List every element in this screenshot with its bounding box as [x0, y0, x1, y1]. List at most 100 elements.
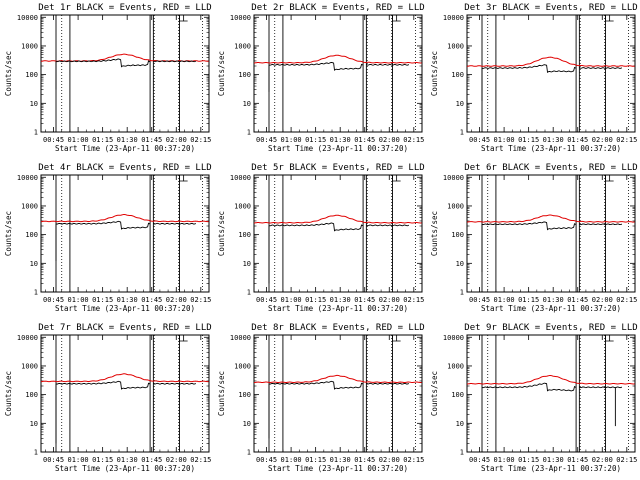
flag-mark — [183, 15, 188, 22]
plot-frame — [466, 14, 636, 133]
x-tick-label: 02:15 — [616, 456, 637, 464]
x-tick-label: 02:15 — [403, 136, 424, 144]
x-tick-label: 00:45 — [469, 456, 490, 464]
panel-4: Det 4r BLACK = Events, RED = LLD 1 10 100 10… — [4, 163, 212, 313]
series-line-events-1 — [268, 61, 364, 71]
x-tick-label: 01:30 — [117, 136, 138, 144]
x-tick-label: 01:15 — [305, 136, 326, 144]
y-tick-label: 10 — [456, 100, 464, 108]
series-line-events-2 — [153, 222, 197, 225]
x-tick-label: 02:00 — [379, 136, 400, 144]
y-tick-label: 100 — [25, 391, 38, 399]
y-tick-label: 100 — [451, 231, 464, 239]
panel-title: Det 4r BLACK = Events, RED = LLD — [38, 163, 211, 173]
y-tick-label: 1000 — [234, 42, 251, 50]
y-axis-label: Counts/sec — [4, 371, 13, 416]
x-tick-label: 01:15 — [518, 136, 539, 144]
panel-title: Det 5r BLACK = Events, RED = LLD — [251, 163, 424, 173]
series-line-events-2 — [153, 60, 197, 63]
y-tick-label: 1 — [247, 129, 251, 137]
series-line-events-1 — [268, 222, 364, 232]
x-axis-label: Start Time (23-Apr-11 00:37:20) — [55, 304, 195, 313]
x-tick-label: 01:00 — [68, 456, 89, 464]
y-tick-label: 100 — [25, 231, 38, 239]
x-tick-label: 01:00 — [281, 456, 302, 464]
panel-title: Det 1r BLACK = Events, RED = LLD — [38, 3, 211, 13]
series-line-events-2 — [153, 382, 197, 385]
x-axis-label: Start Time (23-Apr-11 00:37:20) — [55, 464, 195, 473]
flag-mark — [392, 175, 397, 182]
y-axis-label: Counts/sec — [430, 51, 439, 96]
panel-title: Det 6r BLACK = Events, RED = LLD — [464, 163, 637, 173]
x-tick-label: 01:30 — [330, 456, 351, 464]
flag-mark — [183, 175, 188, 182]
y-axis-label: Counts/sec — [430, 371, 439, 416]
x-tick-label: 01:00 — [281, 296, 302, 304]
x-tick-label: 00:45 — [469, 296, 490, 304]
y-tick-label: 100 — [238, 71, 251, 79]
x-tick-label: 00:45 — [256, 136, 277, 144]
x-tick-label: 01:30 — [330, 296, 351, 304]
y-tick-label: 100 — [451, 391, 464, 399]
panel-3: Det 3r BLACK = Events, RED = LLD 1 10 100 10… — [430, 3, 638, 153]
x-tick-label: 02:15 — [403, 296, 424, 304]
y-tick-label: 10 — [456, 420, 464, 428]
x-axis-label: Start Time (23-Apr-11 00:37:20) — [481, 464, 621, 473]
y-tick-label: 10000 — [230, 14, 251, 22]
x-tick-label: 01:45 — [354, 296, 375, 304]
panel-title: Det 3r BLACK = Events, RED = LLD — [464, 3, 637, 13]
series-line-lld — [254, 214, 422, 224]
x-tick-label: 01:00 — [68, 296, 89, 304]
x-tick-label: 01:30 — [543, 456, 564, 464]
x-tick-label: 00:45 — [43, 136, 64, 144]
y-axis-label: Counts/sec — [4, 51, 13, 96]
y-tick-label: 10000 — [230, 174, 251, 182]
x-tick-label: 01:30 — [543, 296, 564, 304]
y-tick-label: 1000 — [21, 202, 38, 210]
series-line-events-2 — [366, 224, 410, 227]
y-tick-label: 10000 — [230, 334, 251, 342]
series-line-lld — [41, 53, 209, 62]
y-axis-label: Counts/sec — [217, 211, 226, 256]
x-tick-label: 01:00 — [494, 296, 515, 304]
x-tick-label: 01:45 — [141, 136, 162, 144]
series-line-events-1 — [481, 64, 577, 74]
x-axis-label: Start Time (23-Apr-11 00:37:20) — [268, 464, 408, 473]
x-tick-label: 00:45 — [43, 296, 64, 304]
plot-frame — [466, 174, 636, 293]
x-tick-label: 01:15 — [518, 296, 539, 304]
plot-frame — [466, 334, 636, 453]
series-line-lld — [466, 214, 635, 223]
x-tick-label: 01:00 — [68, 136, 89, 144]
y-tick-label: 10 — [456, 260, 464, 268]
series-line-events-1 — [481, 221, 577, 231]
flag-mark — [605, 175, 610, 182]
flag-mark — [396, 15, 401, 22]
series-line-events-1 — [55, 220, 151, 230]
y-tick-label: 1 — [247, 289, 251, 297]
y-tick-label: 1000 — [447, 362, 464, 370]
panel-9: Det 9r BLACK = Events, RED = LLD 1 10 100 10… — [430, 323, 638, 473]
y-tick-label: 10000 — [443, 334, 464, 342]
y-tick-label: 1000 — [21, 362, 38, 370]
flag-mark — [392, 15, 397, 22]
series-line-events-1 — [55, 380, 151, 390]
y-tick-label: 10 — [243, 100, 251, 108]
y-tick-label: 1000 — [21, 42, 38, 50]
y-tick-label: 1 — [34, 289, 38, 297]
plot-frame — [40, 334, 210, 453]
y-tick-label: 1 — [247, 449, 251, 457]
x-tick-label: 01:30 — [117, 456, 138, 464]
y-tick-label: 100 — [238, 391, 251, 399]
flag-mark — [392, 335, 397, 342]
panel-title: Det 8r BLACK = Events, RED = LLD — [251, 323, 424, 333]
y-tick-label: 1 — [34, 129, 38, 137]
x-tick-label: 01:00 — [281, 136, 302, 144]
flag-mark — [396, 175, 401, 182]
x-tick-label: 01:00 — [494, 456, 515, 464]
y-axis-label: Counts/sec — [4, 211, 13, 256]
x-tick-label: 00:45 — [43, 456, 64, 464]
panel-8: Det 8r BLACK = Events, RED = LLD 1 10 100 10… — [217, 323, 425, 473]
panel-1: Det 1r BLACK = Events, RED = LLD 1 10 100 10… — [4, 3, 212, 153]
